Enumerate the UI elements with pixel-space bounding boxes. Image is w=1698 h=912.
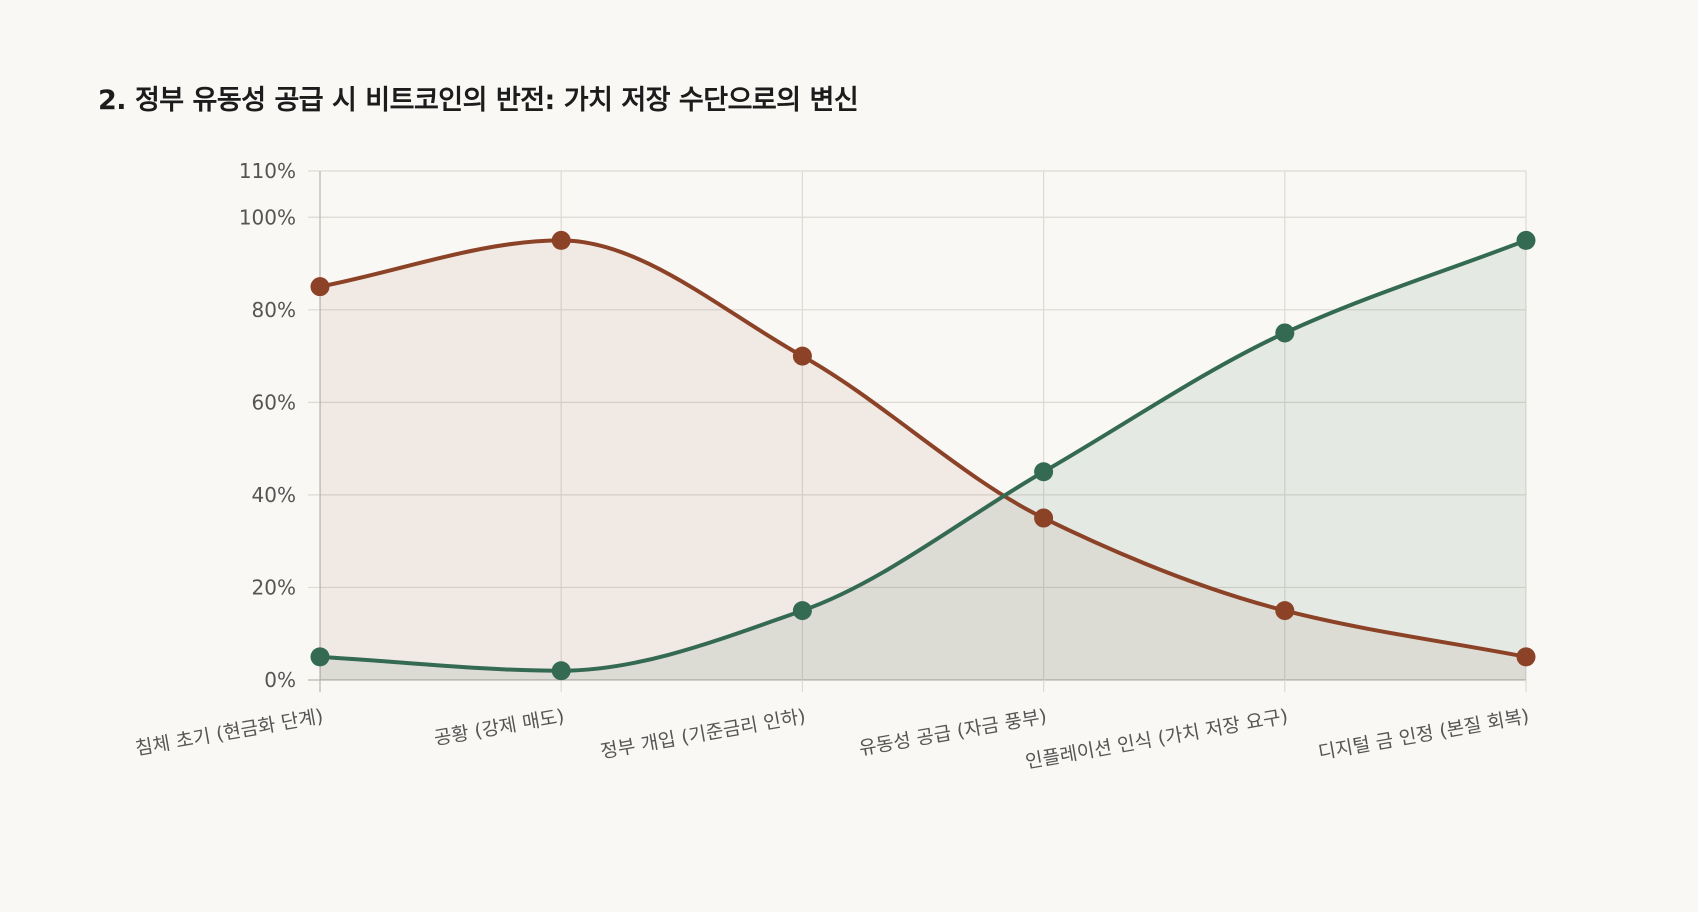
data-point bbox=[1034, 508, 1054, 528]
y-tick-label: 100% bbox=[239, 205, 296, 229]
series-lines bbox=[319, 238, 1527, 673]
grid-lines bbox=[308, 170, 1527, 692]
data-point bbox=[551, 230, 571, 250]
data-point bbox=[1275, 323, 1295, 343]
data-point bbox=[1516, 647, 1536, 667]
x-tick-label: 유동성 공급 (자금 풍부) bbox=[857, 705, 1048, 760]
data-point bbox=[1034, 462, 1054, 482]
y-tick-label: 40% bbox=[252, 483, 296, 507]
data-point bbox=[551, 661, 571, 681]
series-areas bbox=[320, 240, 1526, 680]
data-point bbox=[1516, 230, 1536, 250]
y-tick-labels: 0% 20% 40% 60% 80% 100% 110% bbox=[239, 159, 296, 692]
data-point bbox=[310, 277, 330, 297]
chart-title: 2. 정부 유동성 공급 시 비트코인의 반전: 가치 저장 수단으로의 변신 bbox=[98, 85, 859, 116]
data-point bbox=[1275, 601, 1295, 621]
y-tick-label: 0% bbox=[264, 668, 296, 692]
data-point bbox=[792, 601, 812, 621]
y-tick-label: 110% bbox=[239, 159, 296, 183]
series-area bbox=[320, 240, 1526, 680]
x-tick-label: 디지털 금 인정 (본질 회복) bbox=[1316, 705, 1530, 764]
series-line bbox=[319, 238, 1527, 659]
series-area bbox=[320, 240, 1526, 680]
series-points bbox=[310, 230, 1536, 681]
x-tick-label: 침체 초기 (현금화 단계) bbox=[134, 705, 325, 760]
data-point bbox=[310, 647, 330, 667]
x-tick-label: 인플레이션 인식 (가치 저장 요구) bbox=[1024, 705, 1290, 773]
series-line bbox=[319, 238, 1527, 673]
x-tick-label: 정부 개입 (기준금리 인하) bbox=[599, 705, 807, 763]
y-tick-label: 80% bbox=[252, 298, 296, 322]
x-tick-labels: 침체 초기 (현금화 단계) 공황 (강제 매도) 정부 개입 (기준금리 인하) 유… bbox=[134, 705, 1531, 773]
y-tick-label: 60% bbox=[252, 390, 296, 414]
data-point bbox=[792, 346, 812, 366]
y-tick-label: 20% bbox=[252, 575, 296, 599]
x-tick-label: 공황 (강제 매도) bbox=[432, 705, 566, 750]
